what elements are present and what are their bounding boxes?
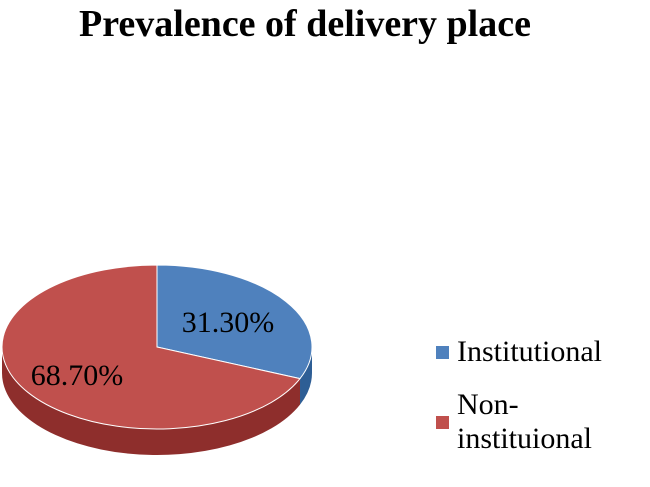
legend-label-institutional: Institutional [457,335,602,368]
chart-title: Prevalence of delivery place [79,3,531,45]
pie-slice-institutional [156,264,313,380]
pie-labels: 31.30% 68.70% [31,306,274,392]
legend-item-non-institutional: Non-instituional [436,388,650,455]
pie-sides [2,347,312,455]
legend-swatch-institutional [436,345,449,359]
legend-label-non-institutional: Non-instituional [457,388,592,455]
legend-item-institutional: Institutional [436,334,650,370]
legend-swatch-non-institutional [436,415,449,429]
pie-side-non-instituional [2,347,301,455]
legend: Institutional Non-instituional [436,334,650,474]
data-label-institutional: 31.30% [182,306,275,339]
pie-slice-non-instituional [1,264,301,430]
data-label-non-instituional: 68.70% [31,359,124,392]
pie-side-institutional [300,347,312,405]
pie-tops [1,264,313,430]
